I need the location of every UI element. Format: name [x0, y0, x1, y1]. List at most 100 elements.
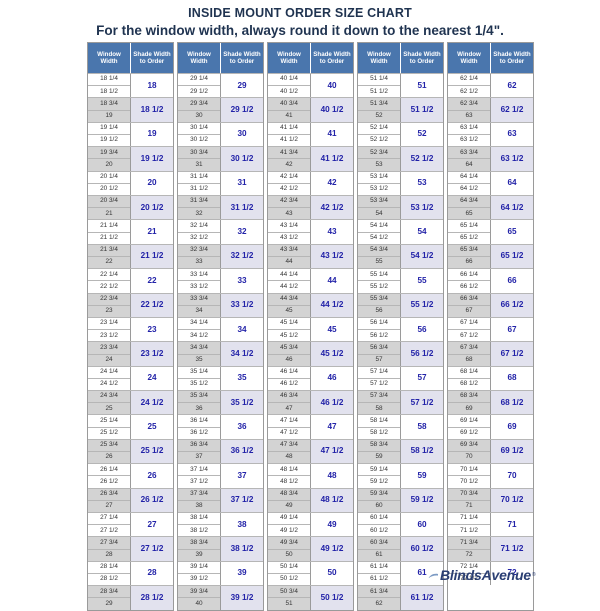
- window-width-cells: 61 1/4 61 1/2: [358, 561, 401, 586]
- table-row: 32 3/4 33 32 1/2: [178, 243, 263, 269]
- window-width-value: 61 1/2: [370, 575, 388, 583]
- window-width-value: 36: [195, 404, 203, 412]
- window-width-cells: 31 1/4 31 1/2: [178, 171, 221, 195]
- table-row: 29 1/4 29 1/2 29: [178, 73, 263, 98]
- shade-width-value: 59: [401, 464, 443, 488]
- window-width-cells: 72 1/4 72 1/2: [448, 561, 491, 586]
- window-width-value: 56 1/2: [370, 331, 388, 339]
- table-row: 49 3/4 50 49 1/2: [268, 536, 353, 561]
- window-width-value: 61 3/4: [358, 586, 400, 599]
- table-row: 20 1/4 20 1/2 20: [88, 170, 173, 195]
- table-row: 70 1/4 70 1/2 70: [448, 463, 533, 488]
- shade-width-value: 44: [311, 269, 353, 293]
- window-width-value: 29 1/2: [190, 87, 208, 95]
- window-width-cells: 27 1/4 27 1/2: [88, 513, 131, 537]
- table-row: 56 3/4 57 56 1/2: [358, 341, 443, 366]
- table-row: 41 3/4 42 41 1/2: [268, 146, 353, 171]
- window-width-value: 39 3/4: [178, 586, 220, 599]
- window-width-cells: 28 1/4 28 1/2: [88, 561, 131, 586]
- window-width-cells: 48 1/4 48 1/2: [268, 464, 311, 488]
- window-width-cells: 29 3/4 30: [178, 98, 221, 122]
- window-width-cells: 39 3/4 40: [178, 586, 221, 610]
- shade-width-value: 62 1/2: [491, 98, 533, 122]
- column-group-3: Window Width Shade Width to Order 40 1/4 40…: [267, 42, 354, 611]
- table-row: 35 3/4 36 35 1/2: [178, 390, 263, 415]
- window-width-cells: 68 3/4 69: [448, 391, 491, 415]
- shade-width-value: 39: [221, 561, 263, 586]
- table-row: 25 3/4 26 25 1/2: [88, 438, 173, 464]
- shade-width-value: 28: [131, 561, 173, 586]
- window-width-value: 27: [105, 502, 113, 510]
- shade-width-value: 20: [131, 171, 173, 195]
- window-width-cells: 47 1/4 47 1/2: [268, 415, 311, 439]
- shade-width-value: 58 1/2: [401, 439, 443, 464]
- window-width-value: 65 3/4: [448, 245, 490, 257]
- window-width-cells: 23 3/4 24: [88, 342, 131, 366]
- window-width-value: 54: [375, 209, 383, 217]
- window-width-value: 34: [195, 307, 203, 315]
- window-width-cells: 63 1/4 63 1/2: [448, 122, 491, 147]
- table-row: 42 3/4 43 42 1/2: [268, 194, 353, 220]
- window-width-value: 44 1/4: [268, 269, 310, 282]
- window-width-value: 69 1/4: [448, 415, 490, 428]
- table-row: 69 3/4 70 69 1/2: [448, 438, 533, 464]
- shade-width-value: 56 1/2: [401, 342, 443, 366]
- shade-width-value: 37 1/2: [221, 488, 263, 513]
- window-width-value: 60 1/2: [370, 526, 388, 534]
- shade-width-value: 41: [311, 122, 353, 147]
- table-row: 43 3/4 44 43 1/2: [268, 243, 353, 269]
- window-width-value: 19 3/4: [88, 147, 130, 160]
- table-row: 55 3/4 56 55 1/2: [358, 292, 443, 317]
- window-width-value: 43 1/2: [280, 233, 298, 241]
- shade-width-value: 38 1/2: [221, 537, 263, 561]
- window-width-value: 59 1/2: [370, 477, 388, 485]
- window-width-value: 63 1/4: [448, 123, 490, 135]
- table-row: 36 3/4 37 36 1/2: [178, 438, 263, 464]
- window-width-cells: 22 3/4 23: [88, 293, 131, 317]
- table-row: 68 1/4 68 1/2 68: [448, 365, 533, 391]
- column-group-header: Window Width Shade Width to Order: [178, 43, 263, 73]
- window-width-value: 59 3/4: [358, 489, 400, 501]
- shade-width-value: 23 1/2: [131, 342, 173, 366]
- shade-width-value: 44 1/2: [311, 293, 353, 317]
- window-width-value: 42 1/4: [268, 172, 310, 184]
- window-width-value: 21 3/4: [88, 245, 130, 257]
- window-width-cells: 19 3/4 20: [88, 147, 131, 171]
- shade-width-value: 60 1/2: [401, 537, 443, 561]
- window-width-cells: 44 1/4 44 1/2: [268, 269, 311, 293]
- table-row: 32 1/4 32 1/2 32: [178, 219, 263, 244]
- table-row: 24 1/4 24 1/2 24: [88, 365, 173, 391]
- table-row: 62 1/4 62 1/2 62: [448, 73, 533, 98]
- window-width-value: 59: [375, 453, 383, 461]
- shade-width-value: 22 1/2: [131, 293, 173, 317]
- table-row: 51 1/4 51 1/2 51: [358, 73, 443, 98]
- window-width-value: 35: [195, 355, 203, 363]
- shade-width-value: 29: [221, 74, 263, 98]
- window-width-cells: 55 3/4 56: [358, 293, 401, 317]
- window-width-value: 51 3/4: [358, 98, 400, 111]
- window-width-value: 70 1/2: [460, 477, 478, 485]
- window-width-value: 57 3/4: [358, 391, 400, 404]
- window-width-value: 18 3/4: [88, 98, 130, 111]
- window-width-value: 37 1/2: [190, 477, 208, 485]
- table-row: 26 1/4 26 1/2 26: [88, 463, 173, 488]
- table-row: 25 1/4 25 1/2 25: [88, 414, 173, 439]
- table-row: 34 1/4 34 1/2 34: [178, 316, 263, 342]
- window-width-value: 22: [105, 258, 113, 266]
- table-row: 67 1/4 67 1/2 67: [448, 316, 533, 342]
- table-row: 56 1/4 56 1/2 56: [358, 316, 443, 342]
- window-width-cells: 50 1/4 50 1/2: [268, 561, 311, 586]
- shade-width-value: 66: [491, 269, 533, 293]
- window-width-cells: 23 1/4 23 1/2: [88, 317, 131, 342]
- table-row: 60 3/4 61 60 1/2: [358, 536, 443, 561]
- window-width-cells: 36 1/4 36 1/2: [178, 415, 221, 439]
- window-width-value: 67 1/4: [448, 318, 490, 331]
- shade-width-value: 20 1/2: [131, 195, 173, 220]
- window-width-value: 63 3/4: [448, 147, 490, 160]
- table-row: 39 3/4 40 39 1/2: [178, 585, 263, 610]
- window-width-value: 50 1/4: [268, 562, 310, 575]
- window-width-cells: 59 1/4 59 1/2: [358, 464, 401, 488]
- window-width-cells: 35 1/4 35 1/2: [178, 366, 221, 391]
- window-width-value: 62: [375, 599, 383, 607]
- window-width-cells: 33 1/4 33 1/2: [178, 269, 221, 293]
